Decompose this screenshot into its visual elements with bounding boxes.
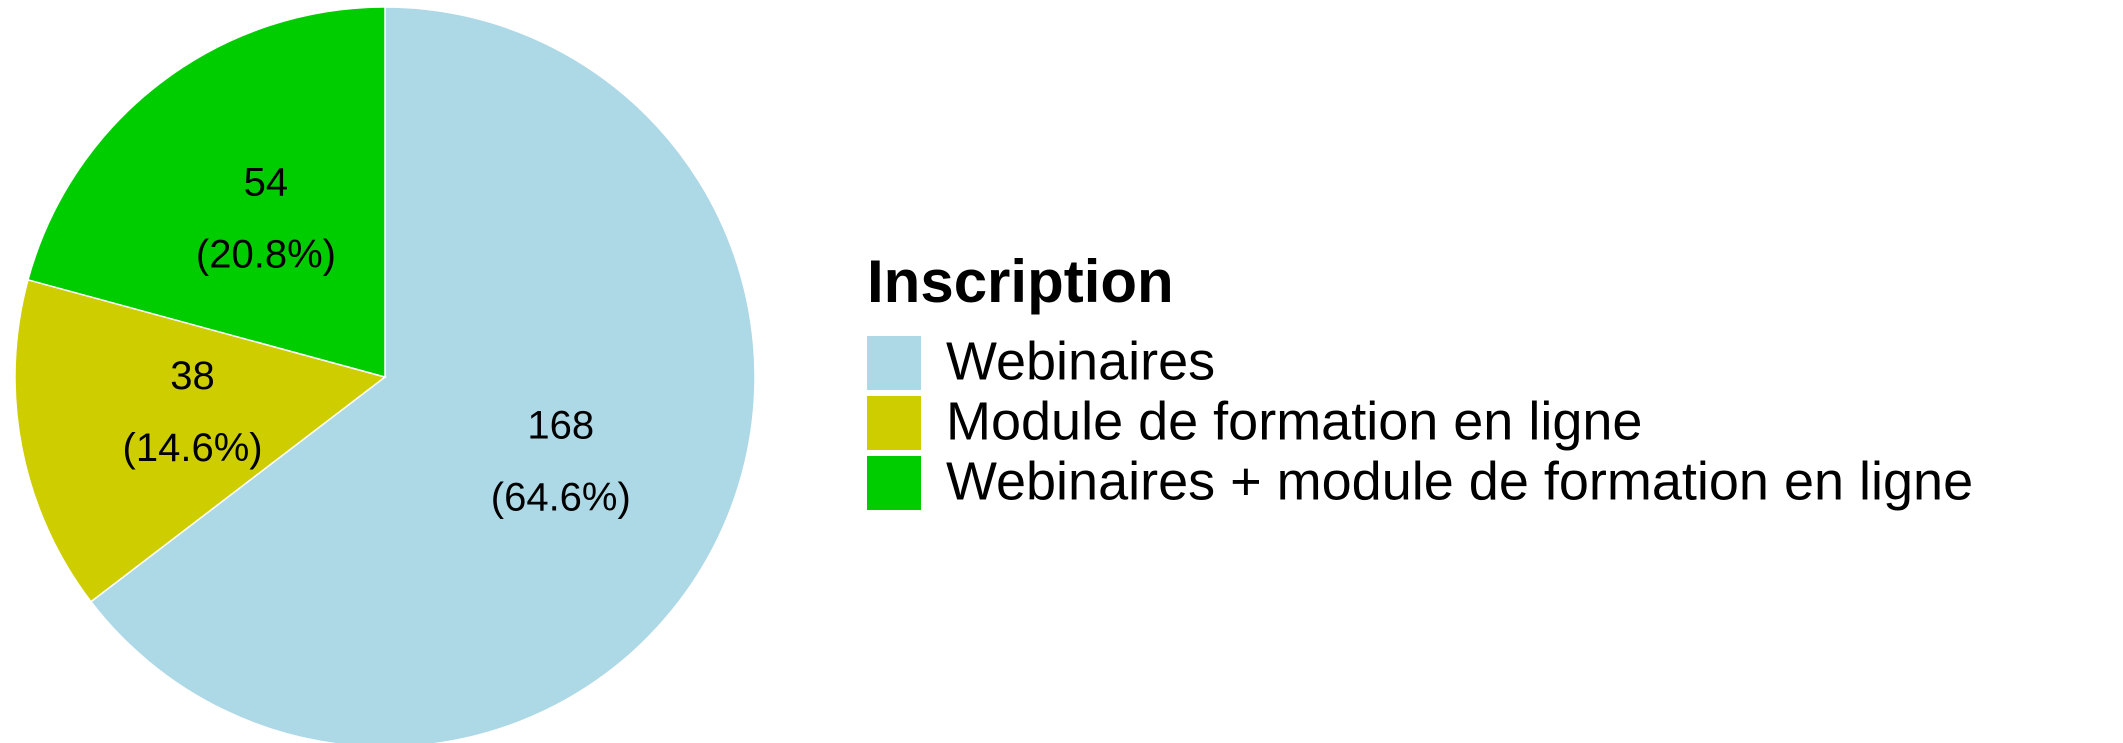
legend-label: Module de formation en ligne <box>946 391 1642 451</box>
pie-slice <box>14 278 387 603</box>
slice-count-label: 54 <box>244 161 289 205</box>
legend-key <box>867 396 921 450</box>
legend-title: Inscription <box>867 248 1174 315</box>
legend-key <box>867 336 921 390</box>
slice-count-label: 168 <box>527 403 594 447</box>
slice-count-label: 38 <box>170 354 215 398</box>
slice-percent-label: (14.6%) <box>123 426 263 470</box>
legend-label: Webinaires <box>946 331 1215 391</box>
pie-slice <box>27 6 386 378</box>
slice-percent-label: (20.8%) <box>196 233 336 277</box>
legend-label: Webinaires + module de formation en lign… <box>946 451 1973 511</box>
slice-percent-label: (64.6%) <box>491 475 631 519</box>
pie-slice <box>89 6 756 743</box>
legend-key <box>867 456 921 510</box>
